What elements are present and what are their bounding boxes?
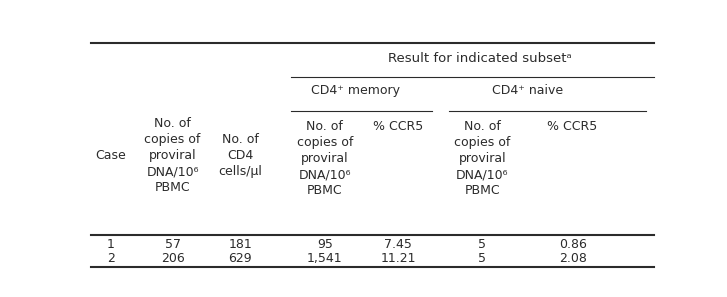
Text: CD4⁺ memory: CD4⁺ memory — [311, 84, 400, 97]
Text: Result for indicated subsetᵃ: Result for indicated subsetᵃ — [387, 52, 571, 65]
Text: 206: 206 — [161, 252, 185, 265]
Text: Case: Case — [95, 149, 126, 162]
Text: No. of
CD4
cells/μl: No. of CD4 cells/μl — [218, 133, 262, 178]
Text: 629: 629 — [228, 252, 252, 265]
Text: 11.21: 11.21 — [380, 252, 416, 265]
Text: No. of
copies of
proviral
DNA/10⁶
PBMC: No. of copies of proviral DNA/10⁶ PBMC — [454, 120, 510, 197]
Text: 95: 95 — [317, 238, 333, 251]
Text: 7.45: 7.45 — [384, 238, 412, 251]
Text: % CCR5: % CCR5 — [547, 120, 598, 133]
Text: % CCR5: % CCR5 — [373, 120, 423, 133]
Text: 57: 57 — [164, 238, 180, 251]
Text: 0.86: 0.86 — [558, 238, 587, 251]
Text: 5: 5 — [478, 238, 486, 251]
Text: No. of
copies of
proviral
DNA/10⁶
PBMC: No. of copies of proviral DNA/10⁶ PBMC — [145, 117, 201, 194]
Text: No. of
copies of
proviral
DNA/10⁶
PBMC: No. of copies of proviral DNA/10⁶ PBMC — [297, 120, 353, 197]
Text: 1,541: 1,541 — [307, 252, 342, 265]
Text: CD4⁺ naive: CD4⁺ naive — [492, 84, 563, 97]
Text: 181: 181 — [228, 238, 252, 251]
Text: 2.08: 2.08 — [558, 252, 587, 265]
Text: 1: 1 — [107, 238, 115, 251]
Text: 2: 2 — [107, 252, 115, 265]
Text: 5: 5 — [478, 252, 486, 265]
